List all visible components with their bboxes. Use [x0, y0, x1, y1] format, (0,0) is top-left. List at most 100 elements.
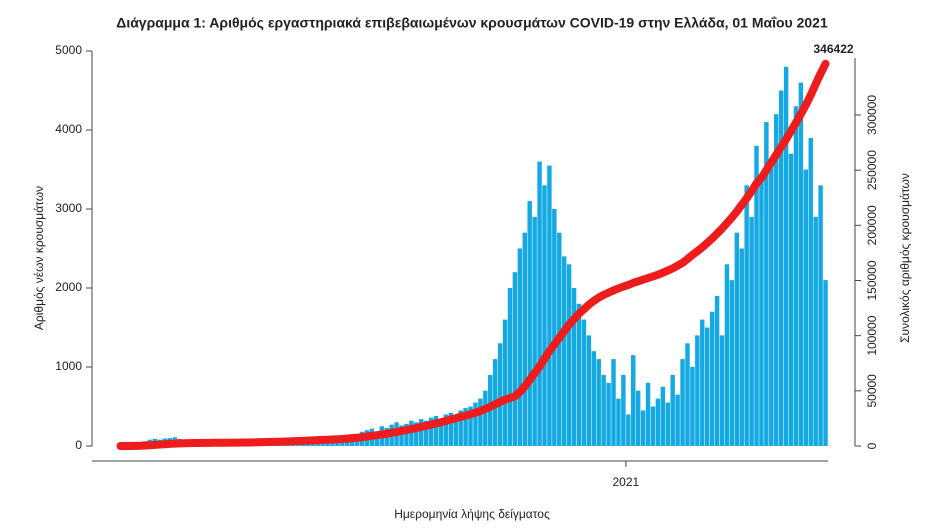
- y2-tick-label: 100000: [865, 315, 879, 355]
- bar: [478, 398, 483, 446]
- bar: [690, 367, 695, 446]
- bar: [423, 420, 429, 446]
- bar: [483, 390, 488, 446]
- bar: [601, 374, 606, 446]
- y2-axis-label: Συνολικός αριθμός κρουσμάτων: [898, 173, 912, 343]
- bar: [305, 444, 311, 446]
- y2-tick-label: 200000: [865, 205, 879, 245]
- bar: [453, 415, 458, 446]
- bar: [759, 177, 764, 446]
- bar: [700, 319, 705, 446]
- y2-tick-label: 0: [865, 442, 879, 449]
- bar: [645, 382, 651, 446]
- bar: [404, 423, 409, 446]
- bar: [635, 390, 641, 446]
- bar: [310, 443, 315, 446]
- bar: [778, 90, 784, 446]
- bar: [744, 185, 749, 447]
- bar: [300, 443, 306, 446]
- bar: [512, 272, 518, 446]
- bar: [660, 386, 666, 446]
- bar: [769, 161, 774, 446]
- y-axis-label: Αριθμός νέων κρουσμάτων: [32, 186, 46, 330]
- bar: [695, 335, 700, 446]
- bar: [409, 420, 414, 446]
- bar: [606, 382, 611, 446]
- bar: [665, 402, 670, 446]
- bar: [463, 408, 468, 446]
- bar: [315, 443, 320, 446]
- bar: [650, 406, 656, 446]
- bar: [798, 82, 804, 446]
- y-tick-label: 3000: [55, 201, 82, 215]
- bar: [729, 280, 735, 446]
- bar: [497, 343, 503, 446]
- y2-tick-label: 300000: [865, 95, 879, 135]
- bar: [335, 441, 340, 446]
- bar: [754, 145, 759, 447]
- bar: [561, 256, 567, 446]
- bar: [803, 169, 809, 446]
- bar: [576, 303, 582, 446]
- bar: [655, 398, 661, 446]
- bar: [438, 419, 444, 446]
- y-tick-label: 1000: [55, 359, 82, 373]
- bar: [517, 248, 523, 446]
- bar: [640, 410, 646, 446]
- bar: [714, 295, 720, 446]
- bar: [325, 442, 330, 446]
- bar: [448, 412, 454, 446]
- bar: [552, 209, 557, 446]
- bar: [774, 114, 779, 446]
- bar: [823, 280, 828, 446]
- bar: [813, 216, 818, 446]
- chart-title: Διάγραμμα 1: Αριθμός εργαστηριακά επιβεβ…: [116, 15, 828, 31]
- x-tick-label: 2021: [612, 475, 639, 489]
- bar: [527, 201, 532, 446]
- bar: [522, 232, 527, 446]
- bar: [685, 343, 690, 446]
- y-tick-label: 5000: [55, 43, 82, 57]
- bar: [566, 264, 572, 446]
- bar: [414, 422, 419, 446]
- bar: [670, 374, 675, 446]
- bar: [473, 402, 478, 446]
- bar: [295, 444, 301, 446]
- x-axis-label: Ημερομηνία λήψης δείγματος: [394, 507, 550, 521]
- bar: [399, 425, 404, 446]
- bar: [808, 137, 813, 446]
- bar: [330, 442, 335, 446]
- bar: [793, 106, 799, 447]
- bar: [581, 319, 587, 446]
- y-tick-label: 0: [75, 438, 82, 452]
- bar: [433, 415, 439, 446]
- y2-tick-label: 50000: [865, 374, 879, 408]
- bar: [788, 153, 794, 446]
- bar: [626, 414, 631, 446]
- y-tick-label: 2000: [55, 280, 82, 294]
- bar: [764, 122, 769, 446]
- bar: [458, 410, 463, 446]
- bar: [631, 355, 636, 446]
- bar: [571, 288, 577, 446]
- y-tick-label: 4000: [55, 122, 82, 136]
- bar: [739, 248, 744, 446]
- cumulative-line: [116, 59, 830, 450]
- bar: [428, 417, 434, 446]
- bar: [749, 216, 754, 446]
- bar: [783, 66, 789, 447]
- bar: [709, 311, 715, 446]
- bar: [704, 327, 710, 446]
- bar: [680, 359, 685, 446]
- y2-tick-label: 150000: [865, 260, 879, 300]
- bar: [719, 335, 725, 446]
- bar: [507, 288, 513, 446]
- bar: [596, 359, 601, 446]
- bar: [419, 419, 424, 446]
- bar: [547, 165, 552, 447]
- bar: [532, 216, 537, 446]
- bar: [542, 185, 547, 447]
- bar: [591, 351, 597, 446]
- bar: [611, 359, 616, 446]
